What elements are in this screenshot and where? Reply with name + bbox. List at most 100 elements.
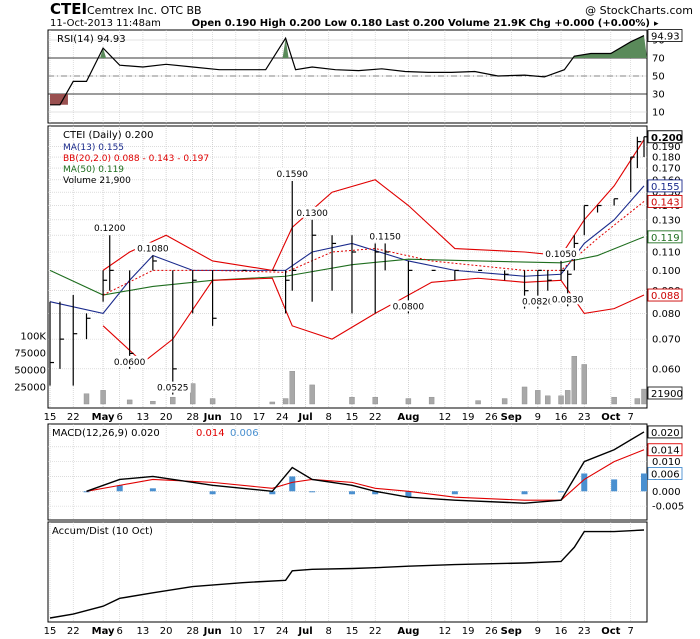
price-legend: CTEI (Daily) 0.200 MA(13) 0.155 BB(20,2.… [63, 130, 209, 186]
ticker-symbol: CTEI [50, 0, 87, 18]
price-y-tick-label: 0.170 [652, 164, 681, 175]
price-bar [172, 270, 177, 395]
price-bar [102, 270, 108, 302]
x-tick-label: 22 [67, 412, 80, 423]
x-tick-label: 7 [628, 626, 634, 637]
macd-y-tick-label: 0.010 [652, 457, 681, 468]
macd-value-tag-label: 0.014 [651, 446, 680, 457]
x-tick-label: 12 [439, 412, 452, 423]
price-value-tag [647, 130, 683, 144]
price-bar [311, 219, 317, 302]
macd-histogram-bar [405, 491, 412, 498]
volume-bar [581, 364, 587, 405]
rsi-label: RSI(14) 94.93 [57, 34, 126, 45]
x-tick-label: 16 [555, 412, 568, 423]
x-tick-label: 16 [555, 626, 568, 637]
price-callout-bg [519, 295, 556, 307]
x-tick-label: 15 [44, 626, 57, 637]
price-bar [72, 295, 78, 386]
price-callout-label: 0.1300 [296, 209, 328, 219]
x-tick-label: 10 [229, 412, 242, 423]
price-callout-label: 0.1050 [545, 250, 577, 260]
x-tick-label: 19 [462, 412, 475, 423]
price-bar [291, 180, 297, 291]
x-tick-label: 20 [160, 626, 173, 637]
price-callout-label: 0.0800 [393, 302, 425, 312]
macd-signal-label: 0.014 [196, 428, 225, 439]
price-bar [583, 204, 589, 236]
price-callout-bg [294, 206, 331, 218]
volume-value-tag [647, 386, 683, 400]
price-value-tag [647, 194, 683, 208]
x-tick-label: 12 [439, 626, 452, 637]
macd-value-tag [647, 425, 683, 439]
price-callout-bg [154, 381, 191, 393]
x-tick-label: May [92, 412, 115, 423]
price-bar [643, 136, 648, 158]
price-bar [85, 313, 91, 340]
price-bar [560, 260, 566, 281]
macd-histogram-bar [521, 491, 528, 495]
price-callout-bg [549, 293, 586, 305]
x-tick-label: 13 [137, 626, 150, 637]
x-tick-label: 6 [116, 412, 122, 423]
price-y-tick-label: 0.060 [652, 364, 681, 375]
macd-histogram-bar [269, 491, 276, 495]
price-callout: 0.0800 [390, 300, 427, 312]
price-bar [331, 235, 337, 291]
price-callout-bg [390, 300, 427, 312]
macd-histogram-bar [116, 485, 123, 492]
x-tick-label: May [92, 626, 115, 637]
price-callout: 0.0830 [549, 293, 586, 305]
price-bar [504, 270, 509, 281]
x-tick-label: 22 [369, 412, 382, 423]
price-callout: 0.0525 [154, 381, 191, 394]
volume-y-tick-label: 100K [20, 331, 46, 342]
price-callout-bg [367, 230, 404, 242]
x-tick-label: 22 [369, 626, 382, 637]
price-bar [129, 270, 134, 369]
x-tick-label: 15 [346, 626, 359, 637]
macd-value-tag [647, 443, 683, 457]
volume-bar [641, 388, 647, 405]
accum-label: Accum/Dist (10 Oct) [52, 526, 153, 537]
macd-histogram-bar [372, 491, 379, 495]
legend-ma13: MA(13) 0.155 [63, 143, 124, 153]
volume-bar [126, 399, 133, 405]
volume-bar [349, 396, 355, 405]
x-tick-label: 24 [276, 626, 289, 637]
rsi-y-tick-label: 30 [652, 90, 665, 101]
rsi-y-tick-label: 10 [652, 108, 665, 119]
x-tick-label: Jun [203, 412, 222, 423]
price-bar [152, 255, 157, 271]
price-y-tick-label: 0.190 [652, 142, 681, 153]
macd-hist-label: 0.006 [230, 428, 259, 439]
volume-bar [501, 398, 508, 405]
x-tick-label: 19 [462, 626, 475, 637]
volume-bar [282, 398, 289, 405]
price-bar [374, 243, 380, 314]
label-layer: 15152222MayMay66131320202828JunJun101017… [14, 29, 684, 637]
price-y-tick-label: 0.080 [652, 309, 681, 320]
x-tick-label: 28 [186, 412, 199, 423]
x-tick-label: 15 [346, 412, 359, 423]
watermark[interactable]: @ StockCharts.com [585, 4, 693, 17]
x-tick-label: 6 [116, 626, 122, 637]
macd-layer [83, 431, 647, 504]
macd-panel-frame [47, 423, 648, 521]
price-bar [285, 270, 290, 314]
macd-histogram-bar [641, 473, 647, 492]
x-tick-label: 9 [535, 626, 541, 637]
volume-bar [564, 390, 571, 405]
macd-value-tag-label: 0.020 [651, 428, 680, 439]
price-callout-label: 0.1080 [137, 245, 169, 255]
x-tick-label: 9 [535, 412, 541, 423]
volume-bar [405, 398, 412, 405]
macd-histogram-bar [558, 491, 565, 493]
price-bar [547, 270, 552, 291]
volume-bar [611, 396, 617, 405]
price-callout-bg [91, 222, 128, 234]
volume-bar [170, 396, 176, 405]
price-y-tick-label: 0.070 [652, 335, 681, 346]
